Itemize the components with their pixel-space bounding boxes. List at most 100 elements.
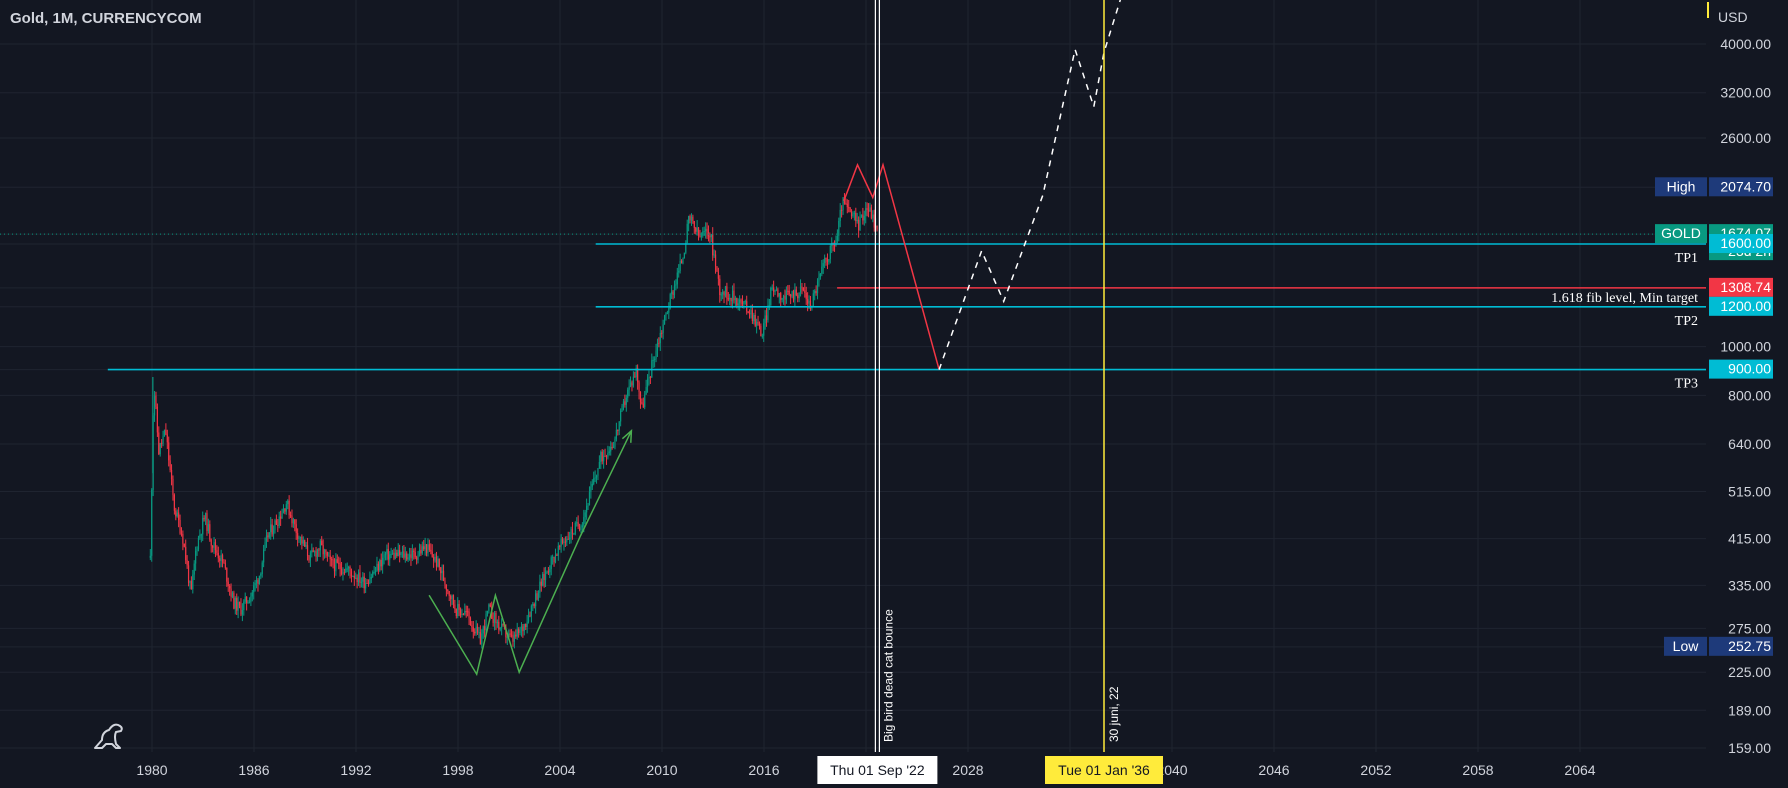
candle-body bbox=[359, 572, 361, 583]
dashed-projection-path bbox=[938, 0, 1122, 370]
candle-body bbox=[204, 513, 207, 520]
candle-body bbox=[577, 522, 579, 527]
candle-body bbox=[795, 289, 797, 296]
candle-body bbox=[629, 382, 632, 387]
candle-body bbox=[461, 614, 463, 616]
candle-body bbox=[627, 389, 629, 398]
candle-body bbox=[417, 554, 419, 560]
candle-body bbox=[411, 550, 413, 559]
candle-body bbox=[186, 560, 188, 566]
candle-body bbox=[727, 298, 729, 300]
candle-body bbox=[822, 263, 824, 267]
candle-body bbox=[298, 537, 300, 540]
candle-body bbox=[476, 626, 479, 633]
candle-body bbox=[560, 538, 562, 547]
candle-body bbox=[601, 451, 603, 462]
candle-body bbox=[547, 571, 549, 573]
candle-body bbox=[774, 290, 776, 292]
candle-body bbox=[680, 261, 683, 264]
candle-body bbox=[571, 529, 574, 534]
price-badge-tp3 bbox=[1709, 359, 1773, 379]
candle-body bbox=[190, 581, 192, 590]
candle-body bbox=[544, 572, 547, 581]
candle-body bbox=[278, 516, 280, 526]
candle-body bbox=[848, 207, 850, 209]
tp1-label: TP1 bbox=[1675, 251, 1698, 266]
candle-body bbox=[288, 500, 290, 516]
candle-body bbox=[274, 520, 276, 531]
candle-body bbox=[632, 376, 634, 386]
candle-body bbox=[311, 550, 313, 553]
candle-body bbox=[315, 551, 317, 557]
candle-body bbox=[498, 621, 500, 630]
tradingview-logo[interactable] bbox=[92, 718, 126, 757]
candle-body bbox=[757, 321, 759, 324]
candle-body bbox=[839, 209, 841, 222]
candle-body bbox=[780, 292, 782, 300]
candle-body bbox=[362, 576, 364, 582]
candle-body bbox=[366, 582, 368, 584]
symbol-title[interactable]: Gold, 1M, CURRENCYCOM bbox=[10, 10, 202, 27]
candle-body bbox=[593, 478, 595, 484]
green-w-pattern bbox=[428, 430, 633, 677]
candle-body bbox=[236, 597, 238, 611]
candle-body bbox=[580, 527, 582, 531]
candle-body bbox=[863, 215, 865, 221]
candle-body bbox=[357, 572, 360, 583]
candle-body bbox=[163, 429, 166, 437]
candle-body bbox=[316, 549, 319, 557]
vertical-date-text: 30 juni, 22 bbox=[1107, 686, 1121, 742]
price-badge-value: 1600.00 bbox=[1720, 235, 1771, 251]
candle-body bbox=[333, 565, 336, 572]
candle-body bbox=[526, 621, 528, 628]
candle-body bbox=[342, 572, 344, 574]
candle-body bbox=[706, 228, 708, 233]
candle-body bbox=[509, 633, 511, 635]
candle-body bbox=[770, 288, 772, 306]
candle-body bbox=[380, 559, 382, 567]
candle-body bbox=[523, 623, 525, 632]
candle-body bbox=[329, 555, 331, 560]
candle-body bbox=[271, 524, 273, 535]
candle-body bbox=[348, 566, 350, 569]
candle-body bbox=[621, 405, 623, 411]
candle-body bbox=[723, 291, 725, 296]
candle-body bbox=[527, 615, 530, 622]
candle-body bbox=[736, 298, 738, 306]
candle-body bbox=[363, 576, 365, 589]
candle-body bbox=[567, 538, 569, 540]
candle-body bbox=[522, 626, 524, 632]
candle-body bbox=[525, 623, 527, 628]
candle-body bbox=[413, 550, 415, 553]
candle-body bbox=[481, 633, 483, 645]
candle-body bbox=[301, 536, 303, 544]
candle-body bbox=[196, 549, 198, 551]
candle-body bbox=[410, 554, 412, 559]
candle-body bbox=[482, 626, 484, 634]
candle-body bbox=[319, 540, 321, 551]
candle-body bbox=[809, 300, 812, 309]
candle-body bbox=[180, 533, 183, 535]
candle-body bbox=[612, 446, 615, 448]
candle-body bbox=[540, 581, 542, 586]
y-tick-label: 3200.00 bbox=[1720, 85, 1771, 101]
candle-body bbox=[206, 513, 208, 531]
candle-body bbox=[170, 469, 173, 480]
candle-body bbox=[465, 611, 467, 613]
candle-body bbox=[455, 609, 457, 617]
y-tick-label: 640.00 bbox=[1728, 436, 1771, 452]
candle-body bbox=[229, 585, 231, 589]
candle-body bbox=[782, 295, 785, 299]
candle-body bbox=[678, 270, 680, 273]
y-tick-label: 225.00 bbox=[1728, 664, 1771, 680]
candle-body bbox=[469, 618, 472, 626]
candle-body bbox=[679, 261, 681, 271]
candle-body bbox=[557, 545, 559, 556]
candle-body bbox=[285, 504, 287, 512]
candle-body bbox=[237, 601, 239, 611]
candle-body bbox=[224, 563, 226, 568]
candle-body bbox=[535, 593, 537, 607]
candle-body bbox=[566, 538, 568, 543]
candle-body bbox=[668, 308, 670, 313]
